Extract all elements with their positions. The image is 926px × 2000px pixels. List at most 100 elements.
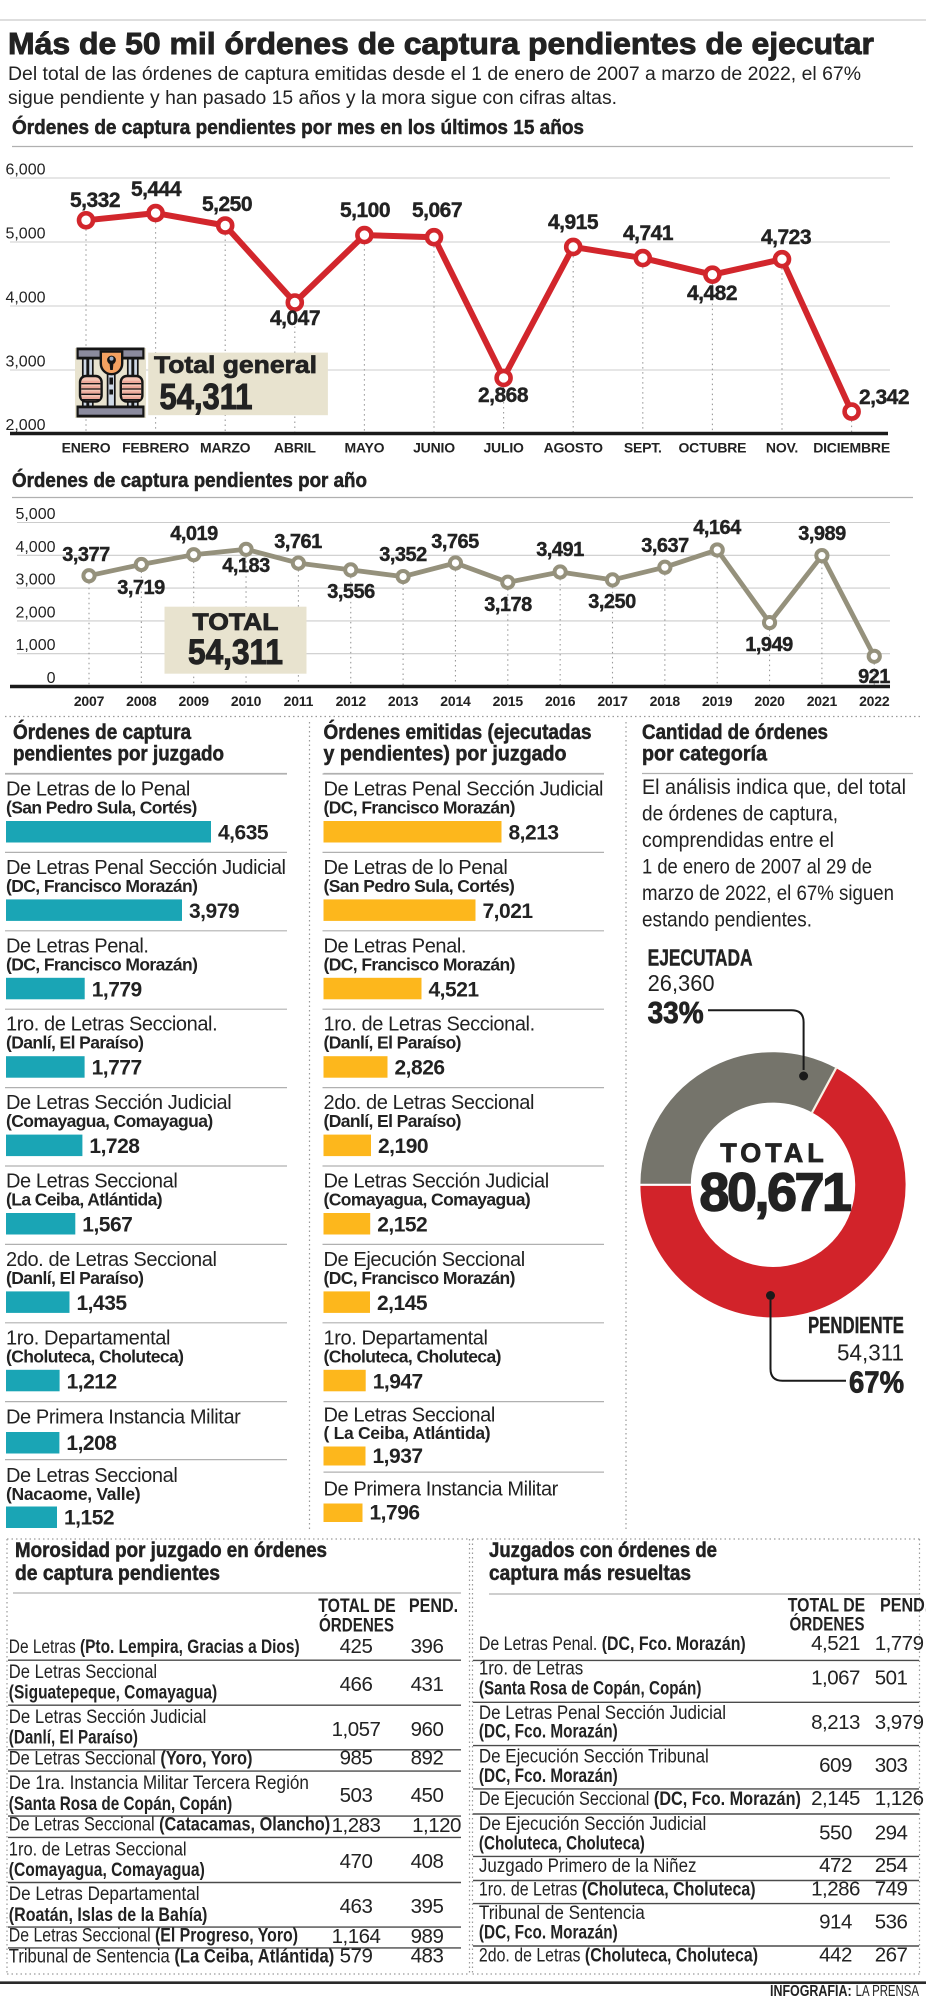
svg-text:(Santa Rosa de Copán, Copán): (Santa Rosa de Copán, Copán)	[9, 1794, 232, 1815]
svg-text:3,491: 3,491	[536, 539, 584, 561]
svg-text:De Letras Penal. (DC, Fco. Mor: De Letras Penal. (DC, Fco. Morazán)	[479, 1634, 746, 1655]
svg-text:1,567: 1,567	[82, 1214, 132, 1237]
svg-text:MAYO: MAYO	[344, 440, 384, 456]
svg-text:1,067: 1,067	[811, 1667, 860, 1690]
svg-text:De Letras de lo Penal: De Letras de lo Penal	[6, 779, 190, 801]
svg-text:5,000: 5,000	[5, 226, 45, 243]
svg-text:26,360: 26,360	[648, 970, 715, 996]
svg-text:Órdenes emitidas (ejecutadas: Órdenes emitidas (ejecutadas	[324, 720, 592, 744]
svg-text:Órdenes de captura: Órdenes de captura	[13, 720, 191, 744]
svg-text:De Letras Seccional (El Progre: De Letras Seccional (El Progreso, Yoro)	[9, 1926, 298, 1947]
svg-text:De Letras Penal.: De Letras Penal.	[6, 935, 149, 957]
svg-text:4,915: 4,915	[548, 211, 599, 234]
svg-text:1,949: 1,949	[745, 634, 793, 656]
svg-text:1,947: 1,947	[373, 1370, 423, 1393]
svg-text:4,635: 4,635	[218, 822, 269, 845]
svg-text:2,152: 2,152	[377, 1214, 427, 1237]
svg-text:3,377: 3,377	[62, 544, 110, 566]
svg-text:(Choluteca, Choluteca): (Choluteca, Choluteca)	[6, 1346, 183, 1366]
svg-text:(Roatán, Islas de la Bahía): (Roatán, Islas de la Bahía)	[9, 1905, 208, 1926]
svg-text:De Letras Sección Judicial: De Letras Sección Judicial	[6, 1092, 231, 1114]
svg-text:De Letras Seccional: De Letras Seccional	[9, 1662, 157, 1683]
svg-text:De Ejecución Sección Judicial: De Ejecución Sección Judicial	[479, 1814, 706, 1835]
svg-text:5,332: 5,332	[70, 189, 120, 212]
svg-text:(Danlí, El Paraíso): (Danlí, El Paraíso)	[6, 1268, 143, 1288]
svg-text:4,000: 4,000	[15, 539, 55, 556]
svg-text:De Letras Departamental: De Letras Departamental	[9, 1884, 200, 1905]
svg-text:2008: 2008	[126, 693, 157, 709]
svg-text:1,283: 1,283	[332, 1814, 381, 1837]
svg-text:749: 749	[875, 1877, 908, 1900]
svg-text:3,979: 3,979	[189, 900, 239, 923]
svg-text:De Primera Instancia Militar: De Primera Instancia Militar	[324, 1479, 559, 1501]
svg-text:960: 960	[411, 1718, 444, 1741]
svg-text:(Danlí, El Paraíso): (Danlí, El Paraíso)	[9, 1728, 138, 1749]
svg-text:1,728: 1,728	[89, 1135, 140, 1158]
svg-text:TOTAL: TOTAL	[193, 609, 279, 636]
svg-text:3,637: 3,637	[641, 535, 689, 557]
svg-text:Total general: Total general	[154, 352, 317, 379]
svg-text:comprendidas entre el: comprendidas entre el	[642, 828, 834, 852]
svg-text:(Danlí, El Paraíso): (Danlí, El Paraíso)	[324, 1033, 461, 1053]
svg-text:estando pendientes.: estando pendientes.	[642, 907, 812, 931]
svg-text:PENDIENTE: PENDIENTE	[808, 1312, 904, 1338]
svg-text:TOTAL: TOTAL	[720, 1138, 828, 1168]
svg-text:(Comayagua, Comayagua): (Comayagua, Comayagua)	[6, 1111, 213, 1131]
svg-text:de captura pendientes: de captura pendientes	[15, 1562, 220, 1585]
svg-text:(DC, Francisco Morazán): (DC, Francisco Morazán)	[324, 798, 515, 818]
svg-text:2019: 2019	[702, 693, 733, 709]
svg-text:y pendientes) por juzgado: y pendientes) por juzgado	[324, 743, 567, 766]
svg-text:(Choluteca, Choluteca): (Choluteca, Choluteca)	[479, 1834, 645, 1855]
svg-text:985: 985	[340, 1746, 373, 1769]
svg-text:914: 914	[819, 1911, 852, 1934]
svg-text:2,145: 2,145	[811, 1787, 860, 1810]
svg-text:2017: 2017	[597, 693, 628, 709]
svg-text:De Letras Penal.: De Letras Penal.	[324, 935, 467, 957]
svg-text:921: 921	[858, 666, 890, 688]
svg-text:3,989: 3,989	[798, 523, 846, 545]
svg-text:De Letras Seccional (Yoro, Yor: De Letras Seccional (Yoro, Yoro)	[9, 1748, 253, 1769]
svg-text:2,342: 2,342	[859, 386, 909, 409]
svg-text:2009: 2009	[179, 693, 210, 709]
svg-text:De Ejecución Sección Tribunal: De Ejecución Sección Tribunal	[479, 1746, 709, 1767]
svg-text:472: 472	[819, 1854, 852, 1877]
svg-text:4,164: 4,164	[693, 517, 742, 539]
svg-text:2,145: 2,145	[377, 1292, 428, 1315]
svg-text:1,779: 1,779	[875, 1632, 924, 1655]
svg-text:1,212: 1,212	[67, 1370, 117, 1393]
svg-text:pendientes por juzgado: pendientes por juzgado	[13, 743, 224, 766]
svg-text:De Letras Sección Judicial: De Letras Sección Judicial	[324, 1171, 549, 1193]
svg-text:1 de enero de 2007 al 29 de: 1 de enero de 2007 al 29 de	[642, 854, 872, 878]
svg-text:(Comayagua, Comayagua): (Comayagua, Comayagua)	[324, 1190, 531, 1210]
svg-text:550: 550	[819, 1822, 852, 1845]
svg-text:1,164: 1,164	[332, 1925, 381, 1948]
svg-text:INFOGRAFÍA:: INFOGRAFÍA:	[770, 1983, 852, 2000]
svg-text:Cantidad de órdenes: Cantidad de órdenes	[642, 721, 828, 744]
svg-text:5,250: 5,250	[202, 193, 252, 216]
svg-text:(DC, Fco. Morazán): (DC, Fco. Morazán)	[479, 1722, 618, 1743]
svg-text:De Primera Instancia Militar: De Primera Instancia Militar	[6, 1407, 241, 1429]
svg-text:EJECUTADA: EJECUTADA	[648, 945, 753, 971]
svg-text:579: 579	[340, 1944, 373, 1967]
svg-text:NOV.: NOV.	[766, 440, 798, 456]
svg-text:De Ejecución Seccional (DC, Fc: De Ejecución Seccional (DC, Fco. Morazán…	[479, 1789, 801, 1810]
svg-text:54,311: 54,311	[188, 633, 283, 672]
svg-text:7,021: 7,021	[483, 900, 534, 923]
svg-text:1,286: 1,286	[811, 1877, 860, 1900]
svg-text:503: 503	[340, 1784, 373, 1807]
svg-text:Tribunal de Sentencia: Tribunal de Sentencia	[479, 1903, 645, 1924]
svg-text:4,741: 4,741	[623, 222, 674, 245]
svg-text:1,937: 1,937	[373, 1445, 423, 1468]
svg-text:TOTAL DE: TOTAL DE	[788, 1596, 866, 1617]
svg-text:(Santa Rosa de Copán, Copán): (Santa Rosa de Copán, Copán)	[479, 1678, 702, 1699]
svg-text:(Danlí, El Paraíso): (Danlí, El Paraíso)	[6, 1033, 143, 1053]
svg-text:2021: 2021	[807, 693, 838, 709]
svg-text:3,352: 3,352	[379, 544, 427, 566]
svg-text:(DC, Francisco Morazán): (DC, Francisco Morazán)	[6, 954, 197, 974]
svg-text:609: 609	[819, 1754, 852, 1777]
svg-text:(La Ceiba, Atlántida): (La Ceiba, Atlántida)	[6, 1190, 162, 1210]
svg-text:De Letras (Pto. Lempira, Graci: De Letras (Pto. Lempira, Gracias a Dios)	[9, 1637, 300, 1658]
svg-text:2do. de Letras Seccional: 2do. de Letras Seccional	[6, 1249, 217, 1271]
svg-text:1ro. de Letras Seccional.: 1ro. de Letras Seccional.	[6, 1014, 217, 1036]
svg-text:80,671: 80,671	[699, 1163, 851, 1223]
